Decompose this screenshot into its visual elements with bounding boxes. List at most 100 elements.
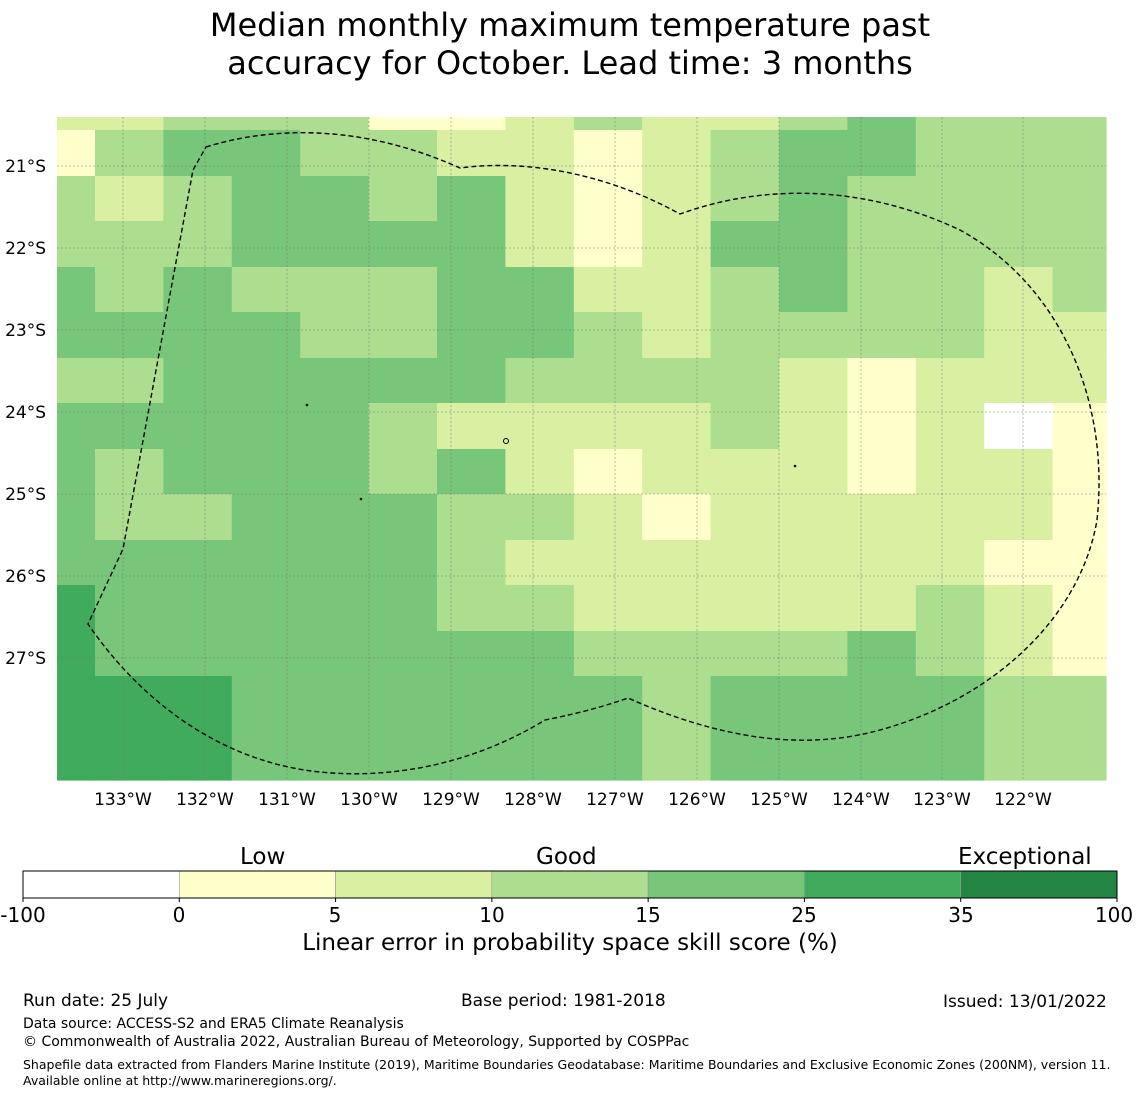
skill-cell [1052,585,1107,632]
skill-cell [368,585,438,632]
skill-cell [300,585,370,632]
colorbar-segment [335,870,493,899]
skill-cell [57,176,96,222]
skill-cell [437,540,506,586]
skill-cell [642,631,712,677]
skill-cell [163,540,233,586]
skill-cell [779,449,848,495]
skill-cell [573,312,643,359]
skill-cell [915,540,985,586]
skill-cell [300,267,370,313]
skill-cell [505,221,575,268]
skill-cell [915,312,985,359]
colorbar-segment [22,870,180,899]
skill-cell [915,176,985,222]
skill-cell [847,722,917,781]
skill-cell [915,117,985,131]
skill-cell [642,722,712,781]
skill-cell [779,585,848,632]
skill-cell [779,403,848,450]
skill-cell [505,403,575,450]
skill-cell [368,722,438,781]
skill-cell [915,585,985,632]
skill-cell [779,130,848,177]
skill-cell [368,176,438,222]
skill-cell [300,676,370,723]
skill-cell [847,117,917,131]
colorbar-label: Linear error in probability space skill … [302,930,838,956]
lat-label: 24°S [5,403,46,423]
base-period: Base period: 1981-2018 [461,991,666,1011]
skill-cell [573,221,643,268]
skill-cell [915,358,985,404]
skill-cell [505,494,575,541]
lat-label: 22°S [5,239,46,259]
skill-cell [1052,267,1107,313]
lon-label: 123°W [913,790,971,810]
lon-label: 124°W [832,790,890,810]
skill-cell [847,176,917,222]
skill-cell [915,267,985,313]
lon-label: 125°W [750,790,808,810]
skill-cell [710,312,780,359]
skill-cell [163,494,233,541]
skill-cell [300,722,370,781]
skill-cell [437,267,506,313]
skill-cell [915,130,985,177]
skill-cell [368,540,438,586]
skill-cell [847,631,917,677]
lon-label: 131°W [258,790,316,810]
skill-cell [710,585,780,632]
skill-cell [573,403,643,450]
skill-cell [57,267,96,313]
skill-cell [231,585,301,632]
skill-cell [163,449,233,495]
skill-cell [163,676,233,723]
skill-cell [847,130,917,177]
skill-cell [300,312,370,359]
skill-cell [573,267,643,313]
skill-cell [710,403,780,450]
graticule [57,117,1106,780]
skill-cell [95,176,164,222]
skill-cell [95,267,164,313]
skill-cell [231,176,301,222]
colorbar-tick: 5 [328,903,342,927]
skill-cell [710,267,780,313]
skill-cell [779,631,848,677]
skill-cell [779,494,848,541]
skill-cell [57,676,96,723]
skill-cell [505,130,575,177]
lon-label: 129°W [422,790,480,810]
skill-cell [642,585,712,632]
category-low: Low [240,844,286,870]
skill-cell [847,358,917,404]
colorbar-segment [491,870,649,899]
skill-cell [57,449,96,495]
skill-cell [505,585,575,632]
lon-label: 126°W [668,790,726,810]
skill-cell [95,676,164,723]
skill-cell [1052,176,1107,222]
lon-label: 122°W [994,790,1052,810]
skill-cell [984,358,1054,404]
skill-cell [710,631,780,677]
skill-cell [915,449,985,495]
skill-cell [95,494,164,541]
skill-cell [95,221,164,268]
skill-cell [57,722,96,781]
skill-cell [915,494,985,541]
skill-cell [642,676,712,723]
skill-cell [300,494,370,541]
colorbar-tick: 100 [1094,903,1134,927]
skill-cell [710,722,780,781]
islands [305,403,797,501]
skill-cell [300,540,370,586]
skill-cell [95,117,164,131]
skill-cell [779,540,848,586]
skill-cell [847,267,917,313]
skill-cell [231,449,301,495]
skill-cell [368,358,438,404]
skill-cell [710,130,780,177]
